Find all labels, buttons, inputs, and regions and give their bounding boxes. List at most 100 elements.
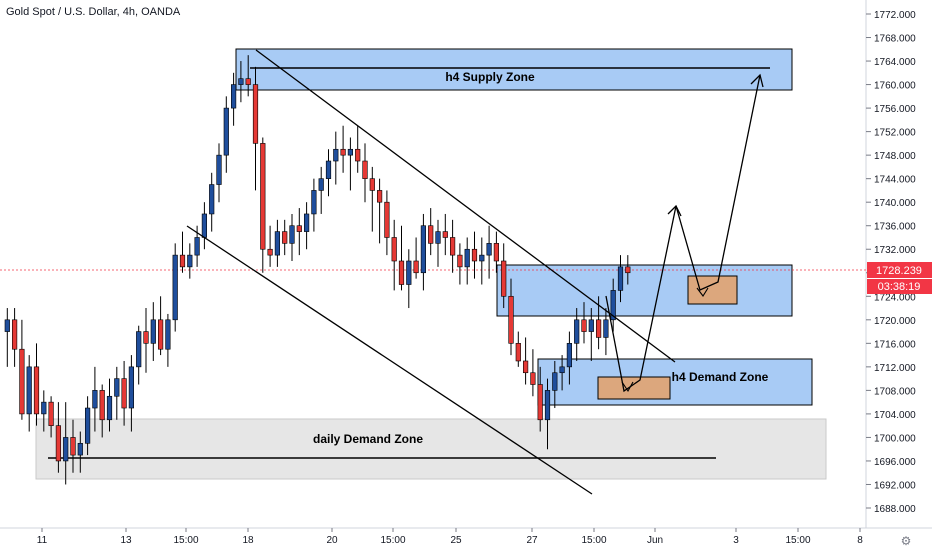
candle[interactable] xyxy=(85,396,91,456)
candle[interactable] xyxy=(449,219,456,273)
candle[interactable] xyxy=(544,378,551,450)
candle[interactable] xyxy=(260,137,266,273)
candle[interactable] xyxy=(289,213,295,261)
candle[interactable] xyxy=(318,166,324,214)
candle[interactable] xyxy=(581,302,587,344)
chart-title: Gold Spot / U.S. Dollar, 4h, OANDA xyxy=(6,6,181,18)
candle[interactable] xyxy=(77,431,83,473)
candle[interactable] xyxy=(413,237,419,279)
candle[interactable] xyxy=(617,255,624,303)
candle[interactable] xyxy=(588,308,594,361)
candle[interactable] xyxy=(114,366,120,420)
candle[interactable] xyxy=(420,213,427,291)
retest-box-lower[interactable] xyxy=(597,376,671,400)
candle[interactable] xyxy=(391,219,397,291)
lower-trendline[interactable] xyxy=(186,225,593,495)
candle[interactable] xyxy=(325,149,332,197)
candle[interactable] xyxy=(537,366,543,432)
candle[interactable] xyxy=(4,308,10,367)
candle[interactable] xyxy=(369,166,375,232)
candle[interactable] xyxy=(172,243,178,332)
candle[interactable] xyxy=(457,243,463,285)
candle[interactable] xyxy=(625,255,631,285)
candle[interactable] xyxy=(471,231,478,279)
candle[interactable] xyxy=(267,225,273,267)
candle[interactable] xyxy=(282,219,288,256)
candle[interactable] xyxy=(70,419,76,473)
candle[interactable] xyxy=(303,202,310,250)
candle[interactable] xyxy=(610,278,616,332)
candle[interactable] xyxy=(136,325,142,385)
candle[interactable] xyxy=(150,302,156,361)
candle[interactable] xyxy=(274,219,281,267)
candle[interactable] xyxy=(406,249,412,309)
h4-mid-zone[interactable] xyxy=(496,264,793,317)
candle[interactable] xyxy=(530,349,536,397)
candle[interactable] xyxy=(19,319,25,420)
candle[interactable] xyxy=(26,355,32,432)
candle[interactable] xyxy=(121,360,127,426)
candle[interactable] xyxy=(201,202,208,250)
candle[interactable] xyxy=(515,331,521,367)
h4-supply-zone[interactable] xyxy=(235,48,793,91)
candle[interactable] xyxy=(165,313,171,367)
candle[interactable] xyxy=(362,143,368,203)
candle[interactable] xyxy=(55,402,61,473)
candle[interactable] xyxy=(99,384,105,438)
candle[interactable] xyxy=(143,308,149,373)
upper-trendline[interactable] xyxy=(255,49,676,363)
candle[interactable] xyxy=(486,225,492,279)
y-tick-label: 1768.000 xyxy=(874,34,916,45)
candle[interactable] xyxy=(603,308,609,356)
candle[interactable] xyxy=(48,396,54,438)
candle[interactable] xyxy=(128,355,135,432)
candle[interactable] xyxy=(508,278,514,356)
candle[interactable] xyxy=(333,131,339,185)
retest-box-upper[interactable] xyxy=(687,275,738,305)
candle[interactable] xyxy=(566,331,572,385)
candle[interactable] xyxy=(355,125,361,173)
x-tick-label: 15:00 xyxy=(785,535,810,546)
candle[interactable] xyxy=(552,360,558,409)
candle[interactable] xyxy=(501,243,507,309)
candle[interactable] xyxy=(238,61,244,103)
projection-path-short[interactable] xyxy=(605,74,761,393)
candle[interactable] xyxy=(216,143,222,203)
candle[interactable] xyxy=(245,55,251,97)
daily-demand-zone[interactable] xyxy=(35,418,827,480)
candle[interactable] xyxy=(574,308,580,361)
candle[interactable] xyxy=(435,219,441,267)
candle[interactable] xyxy=(187,243,193,279)
candle[interactable] xyxy=(223,96,229,173)
candle[interactable] xyxy=(92,366,98,432)
h4-demand-zone[interactable] xyxy=(537,358,813,406)
candle[interactable] xyxy=(231,72,237,126)
candle[interactable] xyxy=(12,308,18,367)
candle[interactable] xyxy=(559,355,565,391)
candle[interactable] xyxy=(464,237,470,285)
candle[interactable] xyxy=(442,213,448,256)
candle[interactable] xyxy=(384,190,390,256)
x-tick-label: 8 xyxy=(857,535,863,546)
candle[interactable] xyxy=(376,178,383,244)
candle[interactable] xyxy=(158,296,164,356)
candle[interactable] xyxy=(179,231,186,273)
candle[interactable] xyxy=(209,172,215,232)
candle[interactable] xyxy=(296,208,302,256)
candle[interactable] xyxy=(63,402,69,485)
candle[interactable] xyxy=(340,125,346,173)
candle[interactable] xyxy=(522,337,529,385)
candle[interactable] xyxy=(41,390,47,432)
candle[interactable] xyxy=(493,231,500,273)
candle[interactable] xyxy=(479,237,485,285)
candle[interactable] xyxy=(252,66,259,191)
y-tick-label: 1748.000 xyxy=(874,151,916,162)
candle[interactable] xyxy=(106,378,113,432)
candle[interactable] xyxy=(311,178,317,232)
candle[interactable] xyxy=(428,208,434,256)
candle[interactable] xyxy=(347,137,354,191)
gear-icon[interactable]: ⚙ xyxy=(901,534,912,548)
candle[interactable] xyxy=(398,225,405,291)
candle[interactable] xyxy=(33,343,40,426)
